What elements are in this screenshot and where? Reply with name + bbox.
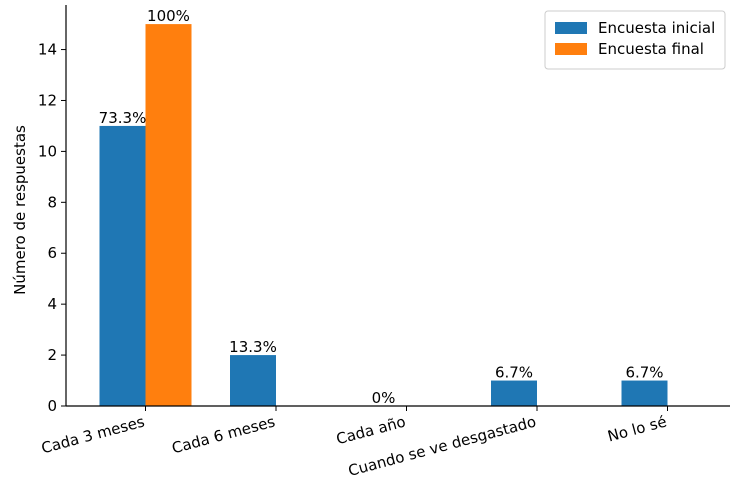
bar-s0-4 (621, 380, 668, 406)
data-label-s0-0: 73.3% (99, 109, 147, 127)
axes-layer (65, 5, 730, 407)
y-tick-label-4: 8 (47, 193, 57, 211)
y-tick-label-2: 4 (47, 295, 57, 313)
legend-swatch-1 (555, 43, 587, 55)
y-tick-label-5: 10 (38, 142, 57, 160)
bars-layer (99, 24, 668, 406)
y-tick-label-3: 6 (47, 244, 57, 262)
data-label-s0-1: 13.3% (229, 338, 277, 356)
data-label-s0-3: 6.7% (495, 364, 533, 382)
data-label-s0-2: 0% (372, 389, 396, 407)
y-axis-title: Número de respuestas (11, 125, 29, 295)
legend-label-1: Encuesta final (598, 40, 704, 58)
x-tick-label-1: Cada 6 meses (170, 412, 277, 457)
bar-s0-0 (99, 125, 146, 406)
y-ticks-layer: 0 2 4 6 8 10 12 14 (38, 41, 66, 415)
bar-s0-1 (230, 355, 276, 406)
bar-s0-3 (491, 380, 537, 406)
x-tick-label-0: Cada 3 meses (39, 412, 146, 457)
data-labels-layer: 73.3% 13.3% 0% 6.7% 6.7% 100% (99, 7, 664, 407)
legend-box (544, 10, 726, 70)
legend-swatch-0 (555, 22, 587, 34)
y-tick-label-0: 0 (47, 397, 57, 415)
x-tick-label-4: No lo sé (606, 412, 669, 445)
data-label-s1-0: 100% (147, 7, 190, 25)
bar-s1-0 (145, 24, 192, 406)
data-label-s0-4: 6.7% (625, 364, 663, 382)
x-tick-label-2: Cada año (334, 412, 407, 448)
legend-label-0: Encuesta inicial (598, 19, 715, 37)
y-tick-label-6: 12 (38, 91, 57, 109)
y-tick-label-1: 2 (47, 346, 57, 364)
legend: Encuesta inicial Encuesta final (544, 10, 726, 70)
y-tick-label-7: 14 (38, 41, 57, 59)
